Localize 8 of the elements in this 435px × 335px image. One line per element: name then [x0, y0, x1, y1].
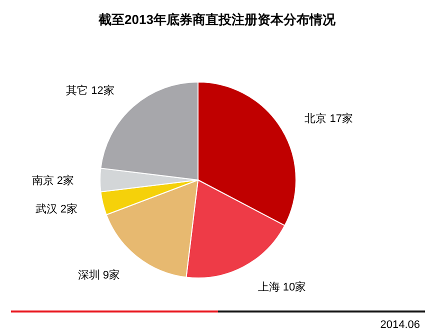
- chart-title: 截至2013年底券商直投注册资本分布情况: [98, 12, 336, 27]
- slice-label: 北京 17家: [304, 112, 353, 125]
- slice-label: 其它 12家: [66, 84, 114, 98]
- slice-label: 上海 10家: [258, 280, 306, 294]
- slice-label: 南京 2家: [32, 174, 74, 187]
- slice-label: 深圳 9家: [78, 268, 120, 282]
- slice-label: 武汉 2家: [35, 202, 78, 216]
- text: 2014.06: [380, 319, 420, 331]
